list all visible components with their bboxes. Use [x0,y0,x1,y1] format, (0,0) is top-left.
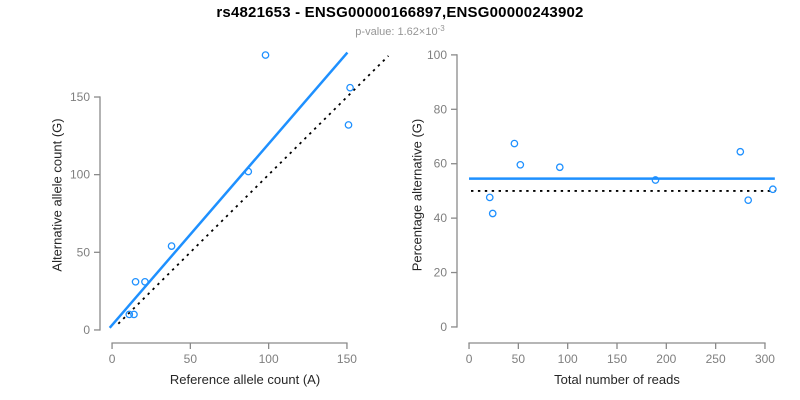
x-axis-tick-label: 100 [259,352,279,366]
data-point [141,277,149,286]
x-axis-tick-label: 200 [656,352,676,366]
y-axis-tick-label: 60 [434,157,448,171]
pvalue-label: p-value: [355,26,398,38]
y-axis-tick-label: 100 [70,168,90,182]
data-point [344,121,353,129]
x-axis-tick-label: 150 [607,352,627,366]
data-point [651,176,660,184]
y-axis-tick-label: 100 [427,48,447,62]
y-axis-tick-label: 40 [434,211,448,225]
x-axis-tick-label: 0 [109,352,116,366]
x-axis-tick-label: 50 [184,352,198,366]
y-axis-tick-label: 150 [70,90,90,104]
x-axis-label: Reference allele count (A) [170,372,320,387]
x-axis-tick-label: 150 [337,352,357,366]
data-point [769,185,777,194]
y-axis-tick-label: 80 [434,102,448,116]
y-axis-label: Percentage alternative (G) [410,119,425,271]
data-point [125,310,134,319]
x-axis-tick-label: 300 [755,352,775,366]
data-point [555,163,564,172]
pvalue-subtitle: p-value: 1.62×10-3 [0,24,800,38]
y-axis-tick-label: 0 [440,320,447,334]
y-axis-tick-label: 50 [77,245,91,259]
data-point [510,139,519,148]
x-axis-tick-label: 250 [706,352,726,366]
data-point [485,193,494,202]
y-axis-label: Alternative allele count (G) [50,118,65,271]
regression-line [108,51,349,329]
x-axis-tick-label: 50 [512,352,526,366]
data-point [488,209,497,218]
pvalue-exponent: -3 [437,24,445,33]
data-point [261,51,270,59]
data-point [167,242,176,250]
data-point [131,277,140,286]
x-axis-tick-label: 0 [466,352,473,366]
x-axis-label: Total number of reads [554,372,680,387]
data-point [736,147,745,156]
data-point [346,83,354,92]
data-point [130,310,138,319]
data-point [244,167,253,176]
x-axis-tick-label: 100 [558,352,578,366]
y-axis-tick-label: 20 [434,266,448,280]
data-point [516,160,525,169]
allele-counts-panel: 0 50 100 150 0 50 100 150 Reference allele count… [50,51,390,387]
page-title: rs4821653 - ENSG00000166897,ENSG00000243… [216,4,584,21]
data-point [744,196,753,205]
percentage-alternative-panel: 0 50 100 150 200 250 300 0 20 40 60 80 100 Total numb… [410,48,777,387]
identity-line [117,55,390,325]
y-axis-tick-label: 0 [83,323,90,337]
pvalue-base: 1.62×10 [397,26,438,38]
